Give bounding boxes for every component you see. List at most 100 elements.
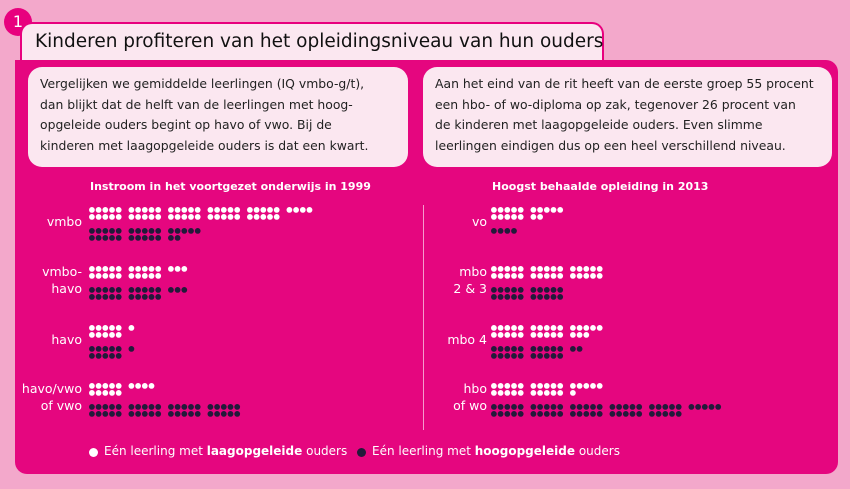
dot-high-educated-parents (543, 294, 550, 300)
dot-high-educated-parents (590, 411, 596, 417)
dot-low-educated-parents (550, 207, 557, 213)
legend-high-dot (357, 448, 366, 457)
dot-high-educated-parents (168, 287, 174, 293)
dot-high-educated-parents (576, 346, 583, 352)
dot-low-educated-parents (214, 214, 221, 220)
dot-high-educated-parents (115, 346, 122, 352)
dot-low-educated-parents (504, 390, 511, 396)
dot-high-educated-parents (148, 411, 155, 417)
dot-high-educated-parents (141, 235, 148, 241)
dot-low-educated-parents (181, 214, 188, 220)
dot-low-educated-parents (557, 266, 564, 272)
dot-low-educated-parents (306, 207, 313, 213)
dot-low-educated-parents (128, 273, 135, 279)
dot-high-educated-parents (141, 228, 148, 234)
dot-low-educated-parents (207, 207, 214, 213)
dot-high-educated-parents (174, 287, 181, 293)
dot-low-educated-parents (115, 214, 122, 220)
dot-high-educated-parents (168, 235, 174, 241)
dot-high-educated-parents (168, 411, 174, 417)
dot-high-educated-parents (102, 287, 109, 293)
dot-high-educated-parents (537, 294, 543, 300)
dot-high-educated-parents (622, 404, 629, 410)
dot-high-educated-parents (89, 235, 95, 241)
dot-low-educated-parents (537, 266, 543, 272)
dot-low-educated-parents (550, 332, 557, 338)
dot-low-educated-parents (141, 266, 148, 272)
dot-high-educated-parents (128, 294, 135, 300)
dot-low-educated-parents (517, 214, 524, 220)
dot-low-educated-parents (596, 273, 603, 279)
dot-high-educated-parents (95, 346, 102, 352)
dot-low-educated-parents (570, 266, 576, 272)
dot-high-educated-parents (636, 411, 643, 417)
dot-high-educated-parents (537, 353, 543, 359)
intro-right-line: Aan het eind van de rit heeft van de eer… (435, 76, 814, 91)
intro-right-line: een hbo- of wo-diploma op zak, tegenover… (435, 96, 796, 112)
row-label: mbo 4 (447, 331, 487, 347)
dot-low-educated-parents (497, 383, 504, 389)
dot-high-educated-parents (109, 228, 115, 234)
dot-low-educated-parents (491, 332, 497, 338)
dot-high-educated-parents (95, 404, 102, 410)
dot-high-educated-parents (491, 228, 497, 234)
dot-high-educated-parents (497, 353, 504, 359)
intro-left-line: kinderen met laagopgeleide ouders is dat… (40, 137, 369, 153)
dot-low-educated-parents (135, 214, 142, 220)
dot-low-educated-parents (89, 390, 95, 396)
dot-low-educated-parents (148, 207, 155, 213)
dot-low-educated-parents (135, 266, 142, 272)
dot-high-educated-parents (629, 404, 636, 410)
dot-high-educated-parents (155, 287, 162, 293)
dot-high-educated-parents (517, 353, 524, 359)
dot-high-educated-parents (504, 294, 511, 300)
dot-high-educated-parents (135, 235, 142, 241)
dot-low-educated-parents (557, 325, 564, 331)
dot-low-educated-parents (537, 325, 543, 331)
dot-low-educated-parents (102, 273, 109, 279)
dot-high-educated-parents (530, 287, 537, 293)
dot-low-educated-parents (530, 332, 537, 338)
dot-high-educated-parents (128, 404, 135, 410)
dot-high-educated-parents (109, 411, 115, 417)
dot-low-educated-parents (590, 273, 596, 279)
dot-low-educated-parents (109, 266, 115, 272)
dot-low-educated-parents (596, 325, 603, 331)
dot-high-educated-parents (557, 353, 564, 359)
dot-low-educated-parents (89, 383, 95, 389)
dot-high-educated-parents (550, 411, 557, 417)
chart-title-opleiding: Hoogst behaalde opleiding in 2013 (492, 180, 709, 193)
dot-low-educated-parents (491, 214, 497, 220)
dot-high-educated-parents (89, 353, 95, 359)
dot-low-educated-parents (491, 325, 497, 331)
dot-low-educated-parents (576, 273, 583, 279)
dot-low-educated-parents (273, 207, 280, 213)
dot-low-educated-parents (543, 332, 550, 338)
dot-low-educated-parents (148, 266, 155, 272)
dot-low-educated-parents (511, 214, 517, 220)
dot-high-educated-parents (517, 411, 524, 417)
dot-high-educated-parents (543, 353, 550, 359)
dot-low-educated-parents (89, 332, 95, 338)
dot-high-educated-parents (194, 228, 201, 234)
dot-low-educated-parents (530, 214, 537, 220)
dot-low-educated-parents (95, 214, 102, 220)
dot-low-educated-parents (188, 207, 194, 213)
dot-high-educated-parents (701, 404, 708, 410)
dot-low-educated-parents (491, 273, 497, 279)
dot-low-educated-parents (570, 390, 576, 396)
dot-low-educated-parents (537, 214, 543, 220)
dot-high-educated-parents (550, 294, 557, 300)
dot-low-educated-parents (109, 207, 115, 213)
dot-low-educated-parents (543, 325, 550, 331)
dot-low-educated-parents (543, 390, 550, 396)
dot-high-educated-parents (655, 411, 662, 417)
dot-low-educated-parents (168, 214, 174, 220)
dot-low-educated-parents (517, 207, 524, 213)
dot-low-educated-parents (102, 207, 109, 213)
dot-low-educated-parents (260, 207, 267, 213)
dot-low-educated-parents (557, 332, 564, 338)
dot-low-educated-parents (570, 273, 576, 279)
dot-high-educated-parents (181, 228, 188, 234)
dot-low-educated-parents (89, 214, 95, 220)
